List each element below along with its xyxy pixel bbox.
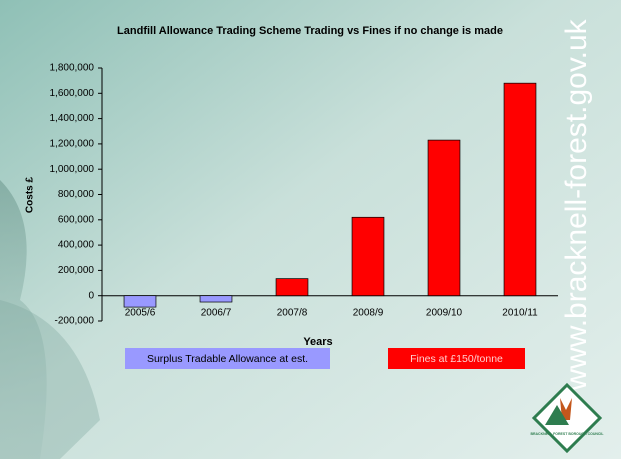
y-tick-label: -200,000 <box>55 316 95 327</box>
y-tick-label: 800,000 <box>58 189 95 200</box>
decoration <box>0 180 47 459</box>
x-axis-label: Years <box>303 336 332 348</box>
logo: BRACKNELL FOREST BOROUGH COUNCIL <box>530 382 604 454</box>
y-tick-label: 0 <box>88 290 94 301</box>
y-tick-label: 1,400,000 <box>50 113 95 124</box>
logo-tree <box>545 405 569 425</box>
bar <box>427 139 461 297</box>
logo-deer <box>560 398 572 420</box>
y-tick-label: 1,000,000 <box>50 164 95 175</box>
logo-text: BRACKNELL FOREST BOROUGH COUNCIL <box>530 432 604 436</box>
x-tick-label: 2006/7 <box>201 307 232 318</box>
legend-label: Fines at £150/tonne <box>410 353 503 365</box>
x-tick-label: 2010/11 <box>502 307 538 318</box>
y-tick-label: 600,000 <box>58 214 95 225</box>
bar <box>275 278 309 297</box>
decoration <box>0 300 100 459</box>
legend-swatch <box>388 348 525 369</box>
legend-swatch <box>125 348 330 369</box>
legend-label: Surplus Tradable Allowance at est. <box>147 353 308 365</box>
x-tick-label: 2008/9 <box>353 307 384 318</box>
chart-title: Landfill Allowance Trading Scheme Tradin… <box>117 25 503 37</box>
bar <box>351 216 385 297</box>
y-tick-label: 200,000 <box>58 265 95 276</box>
bar <box>199 295 233 303</box>
x-tick-label: 2009/10 <box>426 307 463 318</box>
bar <box>503 82 537 297</box>
bar <box>123 295 157 308</box>
watermark: www.bracknell-forest.gov.uk <box>560 18 593 391</box>
y-axis-label: Costs £ <box>25 177 36 214</box>
y-tick-label: 1,800,000 <box>50 63 95 74</box>
x-tick-label: 2005/6 <box>125 307 156 318</box>
x-tick-label: 2007/8 <box>277 307 308 318</box>
y-tick-label: 1,600,000 <box>50 88 95 99</box>
y-tick-label: 400,000 <box>58 240 95 251</box>
y-tick-label: 1,200,000 <box>50 139 95 150</box>
